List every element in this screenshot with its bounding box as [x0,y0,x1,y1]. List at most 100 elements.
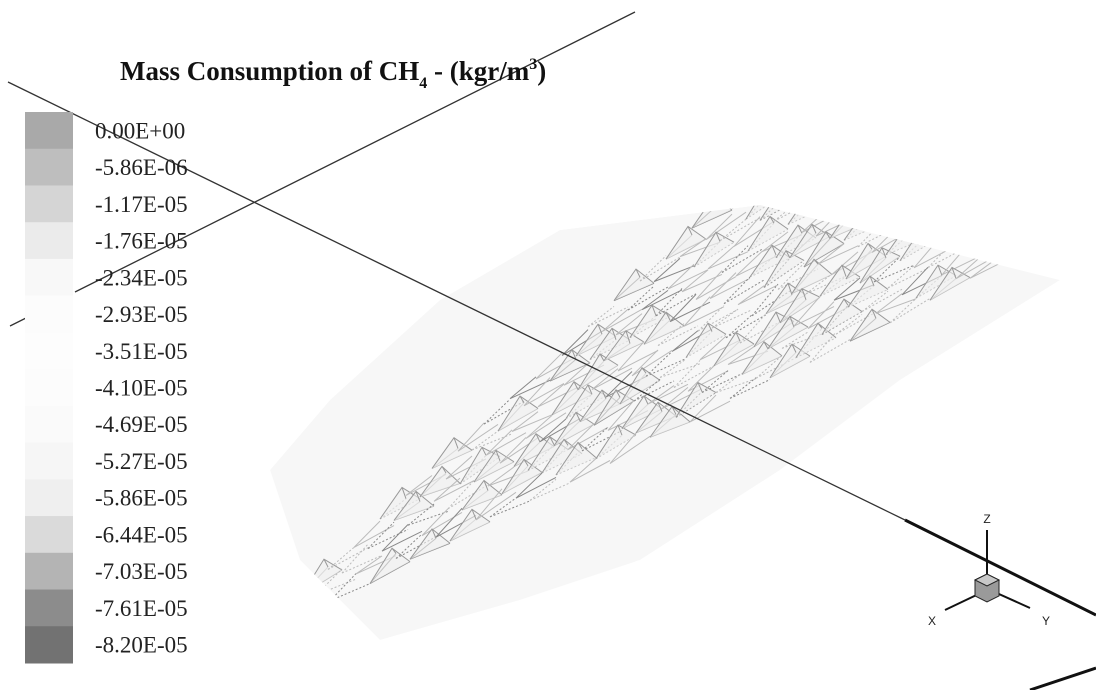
mesh-edge [936,152,976,173]
mesh-edge [911,208,953,229]
mesh-edge [1009,233,1051,263]
legend-swatch [25,405,73,444]
mesh-edge [1049,216,1060,244]
mesh-edge [1054,62,1094,84]
mesh-edge [669,294,711,323]
mesh-edge [813,205,855,206]
mesh-peak [619,367,661,405]
mesh-edge [1062,189,1096,213]
mesh-edge [964,157,1004,182]
mesh-peak [813,205,855,206]
legend-swatch [25,589,73,627]
mesh-edge [1066,30,1096,60]
legend-swatch [25,626,73,664]
mesh-edge [835,311,877,335]
mesh-edge [627,285,669,311]
mesh-peak [779,287,821,324]
axis-line [1029,666,1096,690]
legend-label: -5.86E-06 [95,155,188,180]
mesh-edge [995,233,1037,257]
mesh-peak [1009,226,1051,263]
legend-label: 0.00E+00 [95,118,185,143]
mesh-peak [950,146,990,179]
mesh-peak [747,215,789,252]
mesh-peak [595,424,637,459]
mesh-edge [967,220,1009,250]
mesh-edge [1090,194,1096,217]
mesh-edge [1040,53,1080,79]
mesh-peak [859,247,901,284]
mesh-edge [986,73,1026,99]
legend-swatch [25,552,73,591]
axis-label: Z [983,512,990,526]
title: Mass Consumption of CH4 - (kgr/m3) [120,56,546,92]
mesh-edge [988,103,1028,128]
mesh-edge [1072,131,1096,151]
mesh-edge [341,543,383,574]
mesh-peak [1007,205,1049,231]
mesh-edge [315,568,357,596]
mesh-edge [1060,156,1096,184]
mesh-peak [603,330,645,361]
mesh-edge [1092,7,1096,34]
mesh-edge [1074,158,1096,187]
mesh-edge [840,152,880,181]
mesh-edge [289,597,331,623]
mesh-peak [852,121,892,154]
mesh-peak [549,349,591,382]
mesh-edge [353,520,395,548]
mesh-edge [866,129,906,159]
mesh-edge [817,243,859,265]
mesh-edge [1047,205,1060,211]
mesh-edge [609,432,651,465]
legend-label: -3.51E-05 [95,339,188,364]
mesh-peak [1040,45,1080,79]
mesh-peak [369,547,411,584]
legend-label: -2.34E-05 [95,265,188,290]
mesh-edge [939,218,981,239]
mesh-edge [953,216,995,242]
mesh-edge [972,65,1012,89]
mesh-peak [937,205,979,208]
mesh-edge [1018,142,1058,168]
mesh-peak [553,411,595,447]
mesh-edge [367,521,409,549]
mesh-peak [1034,172,1074,202]
mesh-edge [889,298,931,324]
mesh-edge [751,283,793,317]
mesh-edge [896,170,936,195]
mesh-edge [812,151,852,168]
legend-swatch [25,516,73,554]
legend-label: -5.27E-05 [95,449,188,474]
mesh-edge [932,91,972,108]
mesh-edge [707,245,749,270]
mesh-peak [685,322,727,358]
mesh-peak [972,58,1012,90]
mesh-edge [695,270,737,300]
mesh-edge [667,263,709,290]
mesh-peak [693,231,735,268]
legend-swatch [25,258,73,297]
mesh-edge [657,323,699,347]
axis-label: X [928,614,936,628]
mesh-edge [711,308,753,329]
mesh-edge [854,163,894,182]
mesh-edge [1082,69,1096,94]
mesh-peak [786,162,826,195]
mesh-edge [587,305,629,328]
mesh-edge [869,205,911,222]
mesh-peak [577,353,619,391]
mesh-edge [567,423,609,451]
mesh-edge [827,205,869,212]
legend-swatch [25,185,73,223]
legend-swatch [25,479,73,517]
mesh-edge [489,497,531,518]
mesh-peak [922,140,962,171]
axis-line [74,11,636,293]
mesh-edge [826,151,866,172]
mesh-edge [1052,25,1092,54]
mesh-edge [992,166,1032,188]
mesh-peak [1006,166,1046,199]
mesh-edge [772,168,812,191]
mesh-edge [1042,91,1082,109]
